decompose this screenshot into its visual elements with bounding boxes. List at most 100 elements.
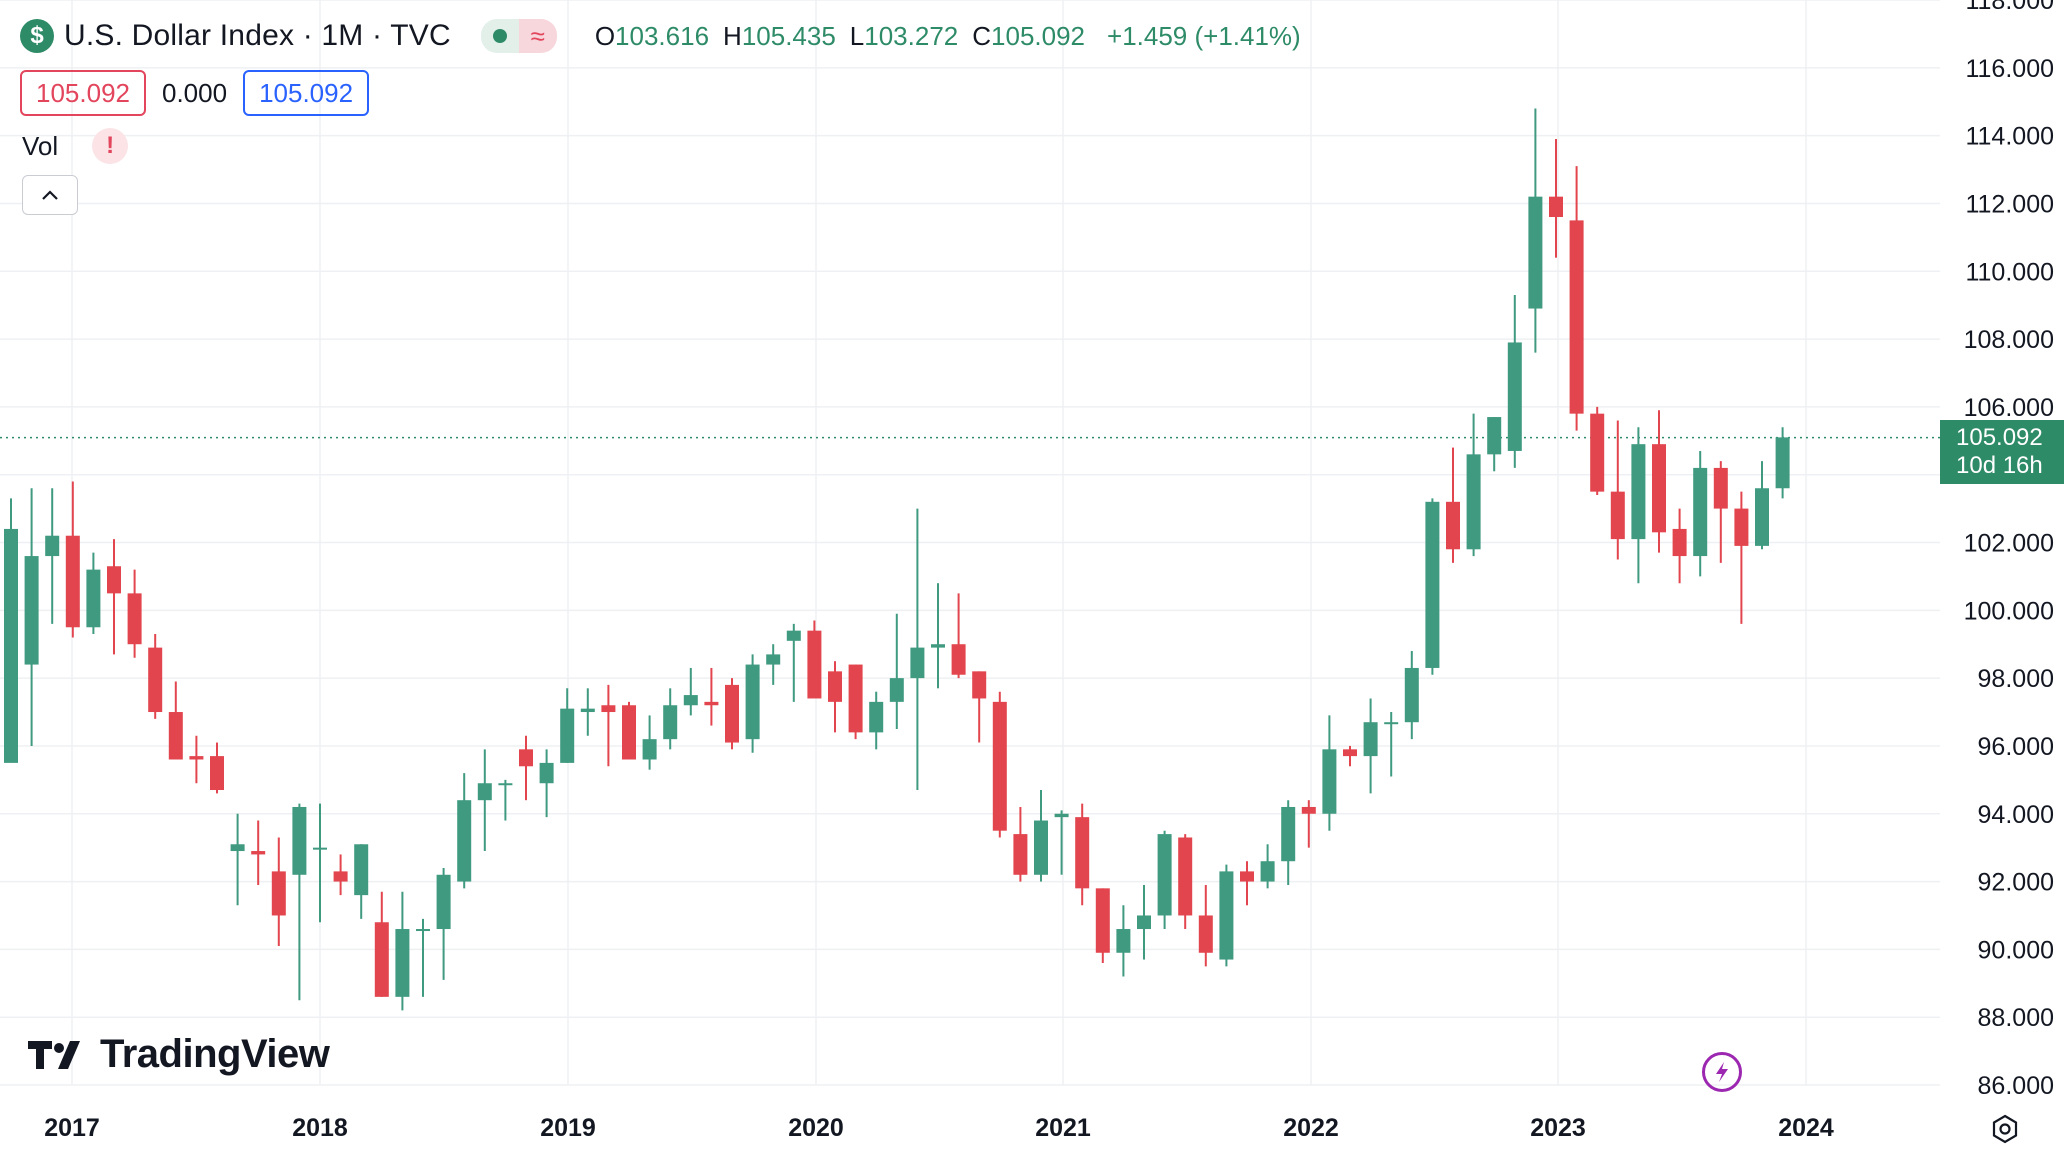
candle[interactable] (1137, 884, 1151, 960)
candle[interactable] (1507, 294, 1522, 468)
candle[interactable] (848, 664, 863, 740)
candle[interactable] (1528, 108, 1543, 353)
visibility-toggles[interactable]: ≈ (480, 19, 557, 53)
candle[interactable] (1755, 461, 1769, 550)
candle[interactable] (725, 678, 739, 750)
candle[interactable] (1404, 651, 1419, 740)
candle[interactable] (45, 488, 60, 624)
tradingview-logo[interactable]: TradingView (28, 1032, 330, 1077)
wave-icon[interactable]: ≈ (518, 19, 557, 53)
candle[interactable] (931, 583, 945, 689)
candle[interactable] (828, 661, 842, 733)
volume-label[interactable]: Vol (22, 130, 59, 161)
visibility-dot-icon[interactable] (480, 19, 519, 53)
candle[interactable] (1281, 800, 1296, 885)
candle[interactable] (560, 688, 575, 763)
candle[interactable] (972, 671, 987, 743)
settings-gear-icon[interactable] (1990, 1114, 2020, 1144)
candle[interactable] (251, 820, 266, 885)
candle[interactable] (292, 803, 307, 1001)
candle[interactable] (910, 508, 925, 791)
candle[interactable] (766, 644, 781, 685)
candle[interactable] (333, 854, 348, 896)
candle[interactable] (1322, 715, 1337, 831)
candle[interactable] (189, 735, 204, 784)
candle[interactable] (457, 773, 472, 889)
candle[interactable] (580, 688, 595, 736)
candle[interactable] (622, 701, 636, 760)
candle[interactable] (1590, 406, 1605, 496)
candle[interactable] (498, 779, 513, 821)
candle[interactable] (1075, 803, 1090, 906)
candle[interactable] (1466, 413, 1481, 557)
candle[interactable] (65, 481, 80, 638)
candle[interactable] (1178, 834, 1193, 930)
candle[interactable] (1157, 830, 1172, 930)
candle[interactable] (663, 688, 678, 750)
candle[interactable] (1610, 420, 1625, 560)
candle[interactable] (642, 715, 657, 770)
bid-price[interactable]: 105.092 (20, 70, 146, 116)
candle[interactable] (519, 735, 533, 801)
candle[interactable] (1013, 806, 1028, 882)
candle[interactable] (4, 498, 18, 763)
symbol-title[interactable]: U.S. Dollar Index · 1M · TVC (64, 19, 451, 52)
candle[interactable] (210, 742, 224, 794)
candle[interactable] (1734, 491, 1749, 624)
candle[interactable] (1549, 139, 1563, 258)
candle[interactable] (1693, 450, 1708, 577)
candle[interactable] (745, 654, 760, 753)
candle[interactable] (395, 891, 410, 1011)
candle[interactable] (230, 813, 245, 906)
candle[interactable] (477, 749, 492, 852)
candle[interactable] (539, 749, 554, 818)
candle[interactable] (127, 569, 142, 658)
candle[interactable] (1034, 790, 1048, 882)
candle[interactable] (1384, 712, 1399, 777)
candle[interactable] (869, 691, 884, 750)
candle[interactable] (1775, 427, 1790, 499)
candle[interactable] (889, 613, 904, 729)
candle[interactable] (416, 918, 430, 997)
candle[interactable] (374, 891, 389, 997)
candle[interactable] (1713, 461, 1728, 563)
candle[interactable] (24, 488, 39, 746)
candle[interactable] (313, 803, 327, 923)
candle[interactable] (1569, 166, 1584, 431)
candle[interactable] (704, 667, 719, 726)
candle[interactable] (354, 844, 369, 919)
candle[interactable] (1446, 447, 1460, 563)
candle[interactable] (786, 623, 801, 702)
candle[interactable] (951, 593, 966, 679)
candle[interactable] (271, 837, 286, 946)
candle[interactable] (1672, 508, 1687, 584)
candle[interactable] (1240, 861, 1254, 906)
candle[interactable] (1343, 745, 1357, 767)
candle[interactable] (168, 681, 183, 760)
collapse-legend-button[interactable] (22, 175, 78, 215)
ask-price[interactable]: 105.092 (243, 70, 370, 116)
candle[interactable] (107, 539, 121, 655)
candle[interactable] (1219, 864, 1234, 967)
candle[interactable] (1363, 698, 1378, 794)
candle[interactable] (148, 634, 163, 719)
candle[interactable] (1425, 498, 1440, 675)
candle[interactable] (1260, 844, 1275, 889)
candle[interactable] (601, 684, 616, 767)
candle[interactable] (1301, 800, 1316, 848)
candle[interactable] (1116, 905, 1131, 977)
candle[interactable] (1652, 410, 1666, 553)
candle[interactable] (1487, 417, 1502, 472)
warning-icon[interactable]: ! (92, 128, 129, 164)
candle[interactable] (1095, 888, 1110, 963)
candle[interactable] (1631, 427, 1646, 584)
candle[interactable] (1054, 810, 1069, 875)
candle[interactable] (436, 868, 451, 980)
candle[interactable] (1198, 884, 1213, 967)
candle[interactable] (86, 552, 101, 635)
candle[interactable] (992, 691, 1007, 838)
candle[interactable] (683, 667, 698, 716)
lightning-icon[interactable] (1702, 1052, 1742, 1092)
candle[interactable] (807, 620, 822, 699)
